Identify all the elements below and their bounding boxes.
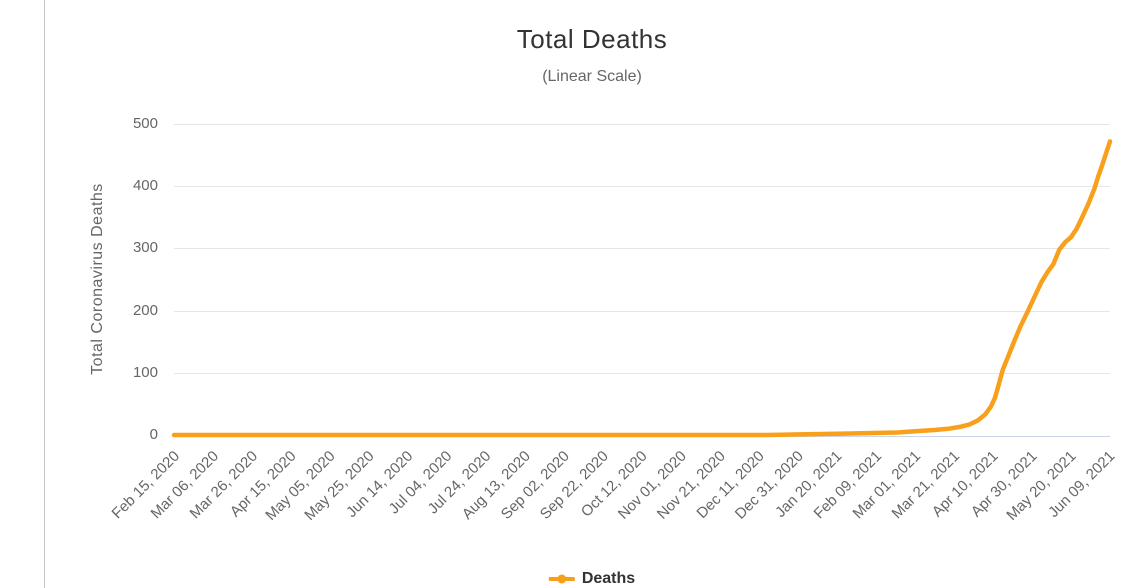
y-axis-label: 200 <box>132 301 158 319</box>
y-axis-label: 500 <box>132 115 158 132</box>
y-axis-label: 400 <box>132 177 158 195</box>
deaths-legend-marker-icon <box>548 574 575 584</box>
y-axis-label: 300 <box>132 239 158 257</box>
y-gridline <box>174 372 1110 374</box>
y-gridline <box>174 186 1110 188</box>
legend: Deaths <box>548 570 636 588</box>
y-gridline <box>174 248 1110 250</box>
y-axis-label: 0 <box>149 426 158 443</box>
y-axis-title: Total Coronavirus Deaths <box>89 183 106 375</box>
y-gridline <box>174 124 1110 125</box>
x-axis-line <box>174 436 1110 437</box>
y-gridline <box>174 310 1110 312</box>
content-divider <box>44 0 45 588</box>
legend-item-deaths[interactable]: Deaths <box>548 570 636 588</box>
legend-label: Deaths <box>581 570 636 587</box>
chart-title: Total Deaths <box>516 24 668 54</box>
chart-subtitle: (Linear Scale) <box>542 68 642 85</box>
y-axis-label: 100 <box>132 363 158 381</box>
